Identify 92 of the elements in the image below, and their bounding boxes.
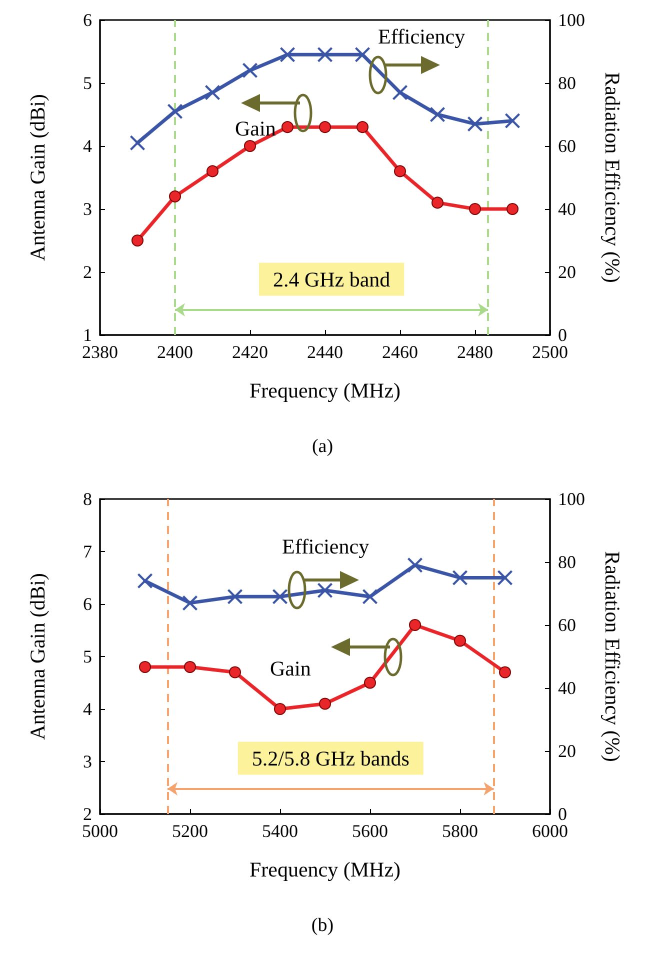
x-tick-label: 5000 [82, 821, 118, 841]
x-tick-label: 2500 [532, 342, 568, 362]
point [182, 595, 198, 610]
y2-tick-label: 60 [558, 615, 576, 635]
y2-tick-label: 0 [558, 325, 567, 345]
point [452, 570, 468, 586]
point [130, 135, 145, 150]
y-axis-title: Antenna Gain (dBi) [26, 573, 50, 740]
x-tick-label: 2480 [457, 342, 493, 362]
text: (a) [312, 436, 334, 457]
y2-tick-label: 100 [558, 489, 585, 509]
x-axis-title: Frequency (MHz) [249, 858, 401, 882]
x-tick-label: 5200 [172, 821, 208, 841]
point [132, 234, 144, 246]
y-tick-label: 3 [83, 752, 92, 772]
point [498, 570, 512, 586]
y-tick-label: 1 [83, 325, 92, 345]
point [319, 698, 331, 710]
point [318, 47, 332, 62]
text: (b) [311, 915, 334, 936]
point [228, 589, 242, 604]
y-tick-label: 2 [83, 262, 92, 282]
point [242, 62, 258, 78]
point [432, 196, 444, 209]
point [392, 84, 408, 100]
y2-tick-label: 80 [558, 73, 576, 93]
point [468, 116, 482, 132]
point [184, 661, 196, 673]
y-tick-label: 5 [83, 73, 92, 93]
series-label: Efficiency [282, 534, 370, 558]
point [169, 190, 181, 202]
point [272, 589, 288, 604]
y-tick-label: 8 [83, 489, 92, 509]
y-tick-label: 6 [83, 594, 92, 614]
point [409, 619, 421, 631]
x-axis-title: Frequency (MHz) [249, 378, 401, 402]
point [139, 661, 151, 673]
series-label: Gain [235, 116, 276, 140]
point [229, 666, 241, 678]
y-axis-title: Antenna Gain (dBi) [26, 94, 50, 261]
y-tick-label: 4 [83, 136, 92, 156]
point [244, 140, 256, 152]
x-tick-label: 2440 [307, 342, 343, 362]
point [356, 121, 368, 134]
point [364, 676, 376, 689]
point [505, 113, 520, 128]
point [318, 582, 332, 598]
annotation: 2.4 GHz band [272, 267, 391, 292]
x-tick-label: 2460 [382, 342, 418, 362]
y2-tick-label: 0 [558, 804, 567, 824]
y2-tick-label: 20 [558, 741, 576, 761]
point [355, 47, 370, 62]
series-label: Gain [270, 656, 312, 680]
y2-tick-label: 60 [558, 136, 576, 156]
point [319, 121, 331, 134]
x-tick-label: 6000 [532, 821, 568, 841]
point [138, 573, 152, 588]
y2-axis-title: Radiation Efficiency (%) [600, 551, 624, 762]
x-tick-label: 5600 [352, 821, 388, 841]
point [469, 203, 481, 215]
point [394, 165, 406, 178]
point [506, 203, 518, 215]
x-tick-label: 2420 [232, 342, 268, 362]
x-tick-label: 5400 [262, 821, 298, 841]
y2-tick-label: 80 [558, 552, 576, 572]
y-tick-label: 7 [83, 542, 92, 562]
point [168, 104, 182, 119]
point [430, 107, 445, 122]
point [282, 121, 294, 134]
y2-tick-label: 100 [558, 10, 585, 30]
point [408, 558, 422, 573]
point [362, 589, 378, 604]
x-tick-label: 2380 [82, 342, 118, 362]
annotation: 5.2/5.8 GHz bands [252, 746, 410, 770]
point [499, 666, 511, 678]
y-tick-label: 4 [83, 699, 92, 719]
point [274, 703, 286, 715]
y-tick-label: 3 [83, 199, 92, 219]
point [454, 634, 466, 647]
y-tick-label: 6 [83, 10, 92, 30]
y2-tick-label: 20 [558, 262, 576, 282]
y2-tick-label: 40 [558, 199, 576, 219]
y-tick-label: 5 [83, 646, 92, 666]
point [206, 165, 218, 178]
y2-tick-label: 40 [558, 678, 576, 698]
x-tick-label: 2400 [157, 342, 193, 362]
x-tick-label: 5800 [442, 821, 478, 841]
y2-axis-title: Radiation Efficiency (%) [600, 72, 624, 283]
point [205, 84, 220, 100]
point [280, 47, 295, 62]
series-label: Efficiency [378, 24, 466, 48]
y-tick-label: 2 [83, 804, 92, 824]
